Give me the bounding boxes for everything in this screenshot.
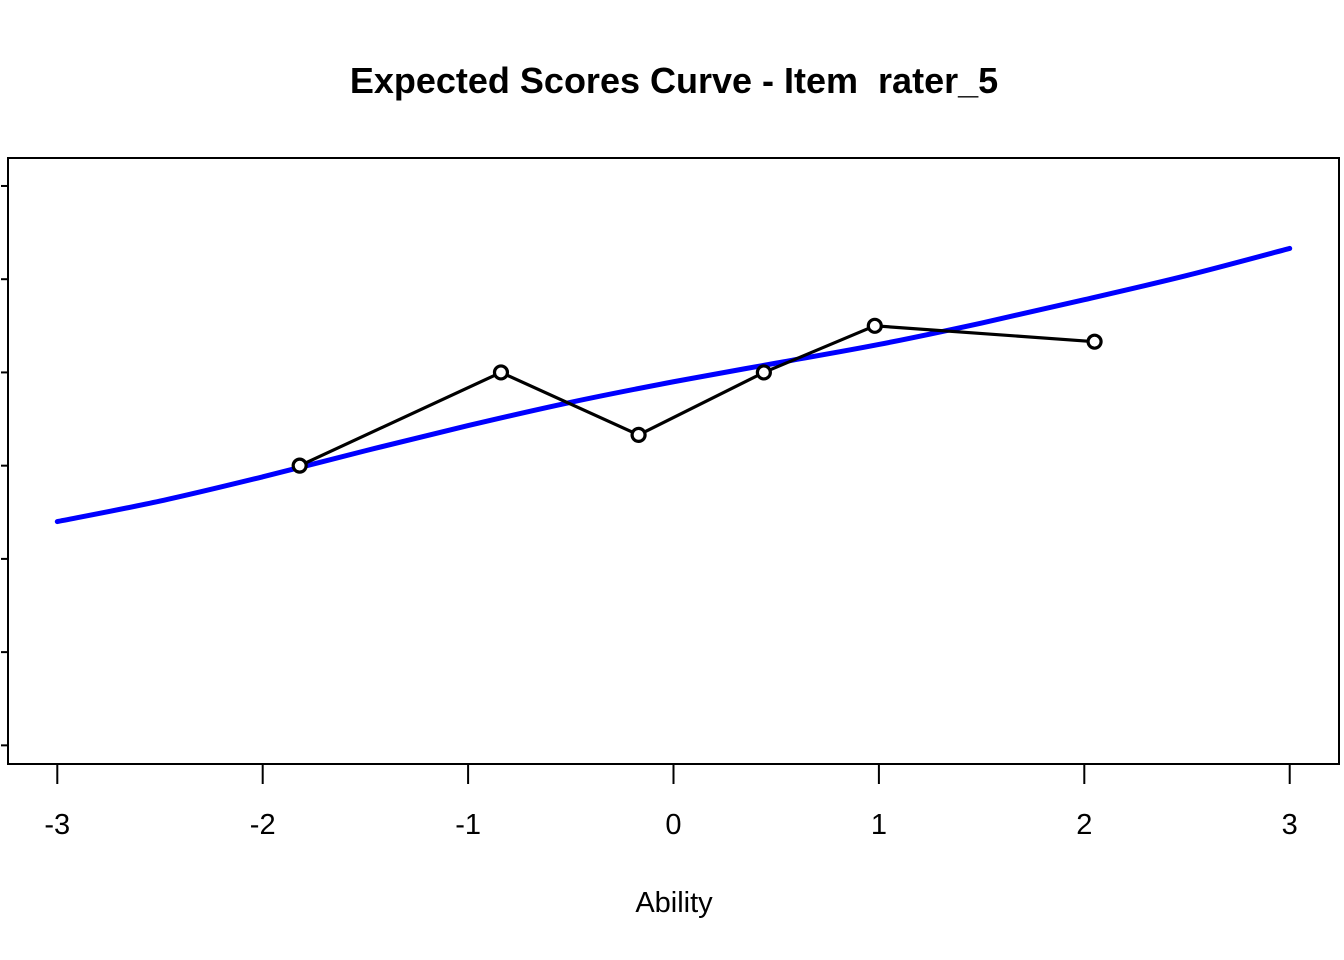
x-tick-label: -1 — [455, 809, 481, 841]
chart-title: Expected Scores Curve - Item rater_5 — [350, 60, 998, 101]
x-axis: -3 -2 -1 0 1 2 3 — [44, 763, 1298, 841]
expected-score-curve — [54, 245, 1293, 525]
series-layer — [54, 245, 1293, 525]
y-axis-ticks — [1, 184, 8, 747]
x-axis-label: Ability — [635, 887, 713, 919]
observed-score-point — [630, 426, 647, 443]
x-tick-label: -3 — [44, 809, 70, 841]
observed-score-point — [291, 457, 308, 474]
x-tick-label: 0 — [665, 809, 681, 841]
x-tick-label: 3 — [1282, 809, 1298, 841]
observed-score-line — [298, 324, 1095, 468]
observed-score-point — [492, 364, 510, 381]
x-tick-label: -2 — [250, 809, 276, 841]
x-tick-label: 2 — [1076, 809, 1092, 841]
observed-score-point — [866, 317, 883, 334]
x-tick-label: 1 — [871, 809, 887, 841]
observed-score-point — [1086, 333, 1103, 350]
plot-frame — [7, 157, 1340, 765]
observed-score-point — [755, 364, 772, 381]
